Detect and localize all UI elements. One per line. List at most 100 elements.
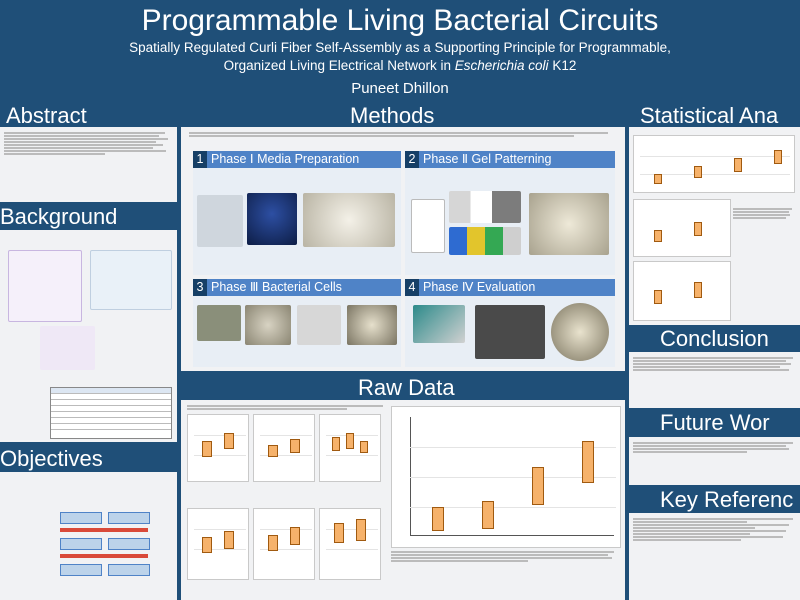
- methods-intro-text: [189, 131, 617, 145]
- table-row: [51, 418, 171, 424]
- phase-2-title: Phase Ⅱ Gel Patterning: [423, 152, 552, 166]
- boxplot-box: [356, 519, 366, 541]
- culture-flask-photo: [197, 305, 241, 341]
- statistical-plot-2: [633, 199, 731, 257]
- scaffold-templates-photo: [449, 191, 521, 223]
- phase-3-header: 3 Phase Ⅲ Bacterial Cells: [193, 279, 401, 296]
- raw-data-heading: Raw Data: [358, 375, 455, 400]
- table-header-row: [51, 388, 171, 394]
- boxplot-box: [334, 523, 344, 543]
- boxplot-box: [202, 441, 212, 457]
- phase-2-number: 2: [405, 151, 419, 168]
- objective-flow-bar: [60, 528, 148, 532]
- phase-4-header: 4 Phase Ⅳ Evaluation: [405, 279, 615, 296]
- objective-flow-step: [60, 538, 102, 550]
- blueprint-diagram: [411, 199, 445, 253]
- boxplot-box: [290, 527, 300, 545]
- boxplot-box: [694, 282, 702, 298]
- background-heading: Background: [0, 204, 118, 229]
- table-row: [51, 424, 171, 430]
- boxplot-box: [432, 507, 444, 531]
- boxplot-box: [290, 439, 300, 453]
- phase-2-box: 2 Phase Ⅱ Gel Patterning: [405, 151, 615, 275]
- objective-flow-step: [108, 564, 150, 576]
- boxplot-box: [654, 290, 662, 304]
- phase-1-box: 1 Phase Ⅰ Media Preparation: [193, 151, 401, 275]
- table-row: [51, 400, 171, 406]
- phase-1-number: 1: [193, 151, 207, 168]
- statistical-plot-3: [633, 261, 731, 321]
- boxplot-box: [582, 441, 594, 483]
- boxplot-box: [360, 441, 368, 453]
- subtitle-prefix: Organized Living Electrical Network in: [223, 58, 455, 73]
- boxplot-box: [694, 166, 702, 178]
- phase-3-box: 3 Phase Ⅲ Bacterial Cells: [193, 279, 401, 367]
- statistical-heading: Statistical Ana: [640, 103, 779, 128]
- circuit-setup-photo: [413, 305, 465, 343]
- subtitle-suffix: K12: [548, 58, 577, 73]
- raw-data-plot-2: [253, 414, 315, 482]
- poster-subtitle-line2: Organized Living Electrical Network in E…: [0, 58, 800, 74]
- evaluated-plate-photo: [551, 303, 609, 361]
- objectives-heading: Objectives: [0, 446, 103, 471]
- boxplot-box: [532, 467, 544, 505]
- conductivity-table: [50, 387, 172, 439]
- phase-1-header: 1 Phase Ⅰ Media Preparation: [193, 151, 401, 168]
- abstract-heading: Abstract: [6, 103, 87, 128]
- boxplot-box: [654, 230, 662, 242]
- phase-3-title: Phase Ⅲ Bacterial Cells: [211, 280, 342, 294]
- objective-flow-step: [108, 512, 150, 524]
- objective-flow-step: [108, 538, 150, 550]
- phase-4-title: Phase Ⅳ Evaluation: [423, 280, 536, 294]
- boxplot-box: [346, 433, 354, 449]
- boxplot-box: [268, 535, 278, 551]
- abstract-panel: [0, 127, 177, 202]
- phase-4-box: 4 Phase Ⅳ Evaluation: [405, 279, 615, 367]
- future-work-panel: [629, 437, 800, 485]
- curli-plates-photo: [247, 193, 297, 245]
- phase-2-header: 2 Phase Ⅱ Gel Patterning: [405, 151, 615, 168]
- printed-templates-photo: [449, 227, 521, 255]
- arduino-measurement-photo: [475, 305, 545, 359]
- objective-flow-step: [60, 512, 102, 524]
- boxplot-box: [224, 433, 234, 449]
- key-references-heading: Key Referenc: [660, 487, 794, 512]
- subtitle-organism: Escherichia coli: [454, 58, 549, 73]
- gel-plate-photo: [303, 193, 395, 247]
- statistical-notes: [733, 207, 795, 317]
- poster-author: Puneet Dhillon: [351, 80, 449, 97]
- raw-data-plot-5: [253, 508, 315, 580]
- boxplot-box: [268, 445, 278, 457]
- raw-data-plot-4: [187, 508, 249, 580]
- future-work-text: [633, 441, 796, 481]
- bacteria-network-diagram: [40, 326, 95, 370]
- raw-data-caption: [391, 550, 619, 594]
- raw-data-plot-1: [187, 414, 249, 482]
- media-bottles-photo: [197, 195, 243, 247]
- inoculated-plate-photo: [347, 305, 397, 345]
- bacterial-plate-photo: [245, 305, 291, 345]
- phase-4-number: 4: [405, 279, 419, 296]
- objective-flow-step: [60, 564, 102, 576]
- micropipette-photo: [297, 305, 341, 345]
- abstract-body-text: [4, 131, 173, 199]
- methods-heading: Methods: [350, 103, 435, 128]
- conclusion-text: [633, 356, 796, 404]
- poster-subtitle-line1: Spatially Regulated Curli Fiber Self-Ass…: [129, 40, 671, 55]
- raw-data-plot-6: [319, 508, 381, 580]
- boxplot-box: [332, 437, 340, 451]
- background-panel: [0, 230, 177, 442]
- methods-panel: 1 Phase Ⅰ Media Preparation 2 Phase Ⅱ Gel …: [181, 127, 625, 371]
- poster-header: Programmable Living Bacterial Circuits S…: [0, 0, 800, 100]
- statistical-plot-1: [633, 135, 795, 193]
- boxplot-box: [654, 174, 662, 184]
- phase-1-title: Phase Ⅰ Media Preparation: [211, 152, 360, 166]
- table-row: [51, 412, 171, 418]
- statistical-panel: [629, 127, 800, 325]
- boxplot-box: [694, 222, 702, 236]
- table-row: [51, 394, 171, 400]
- boxplot-box: [482, 501, 494, 529]
- raw-data-plot-3: [319, 414, 381, 482]
- raw-data-intro-text: [187, 404, 387, 414]
- table-row: [51, 406, 171, 412]
